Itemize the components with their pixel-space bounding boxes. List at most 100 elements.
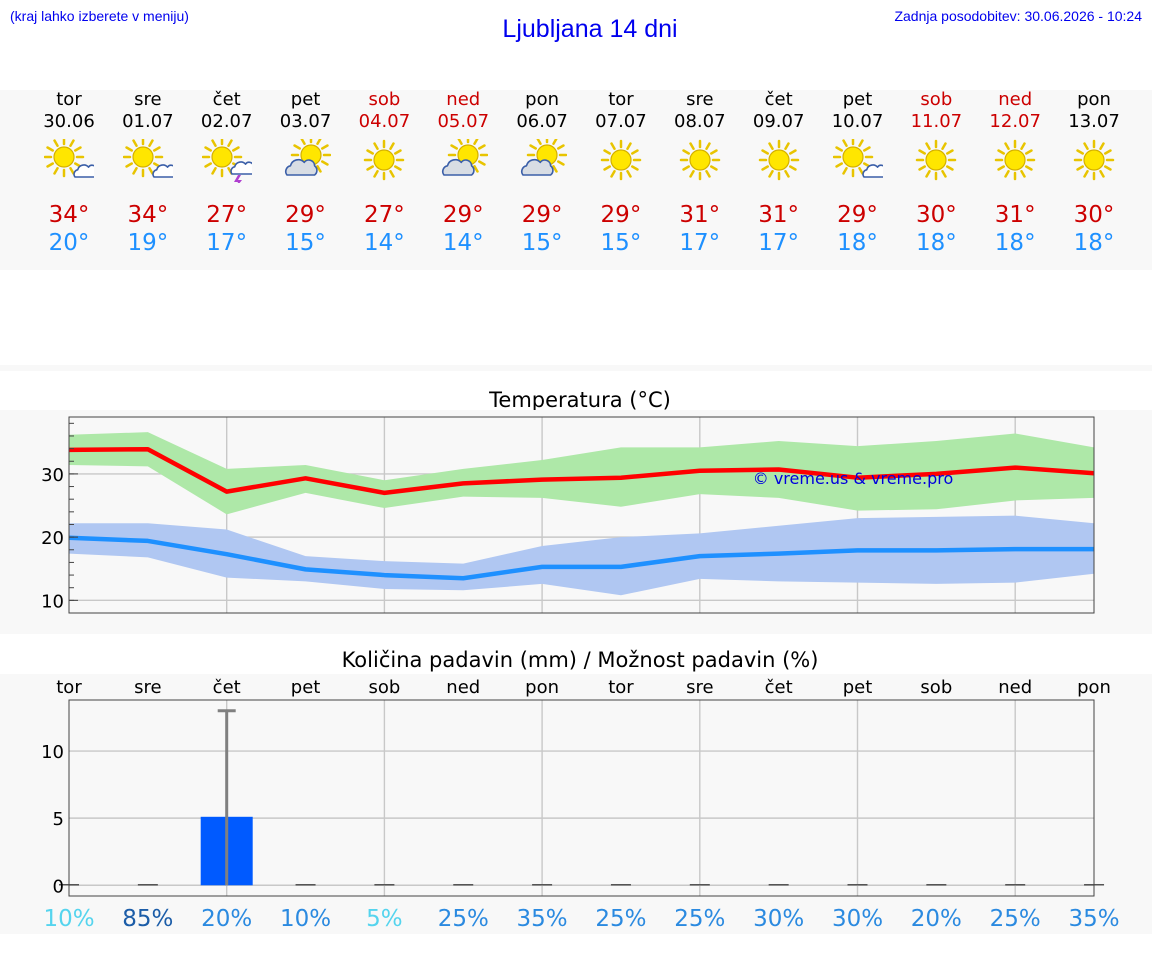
plot-frame bbox=[68, 699, 1095, 897]
min-temp: 19° bbox=[127, 230, 169, 256]
x-category-label: sob bbox=[920, 677, 952, 698]
cloud-sun-icon bbox=[521, 134, 568, 176]
day-name: pet bbox=[290, 89, 321, 110]
min-temp: 15° bbox=[521, 230, 563, 256]
sun-icon bbox=[916, 139, 957, 181]
max-temp: 29° bbox=[442, 202, 484, 228]
day-column: ned 05.07 29° 14° bbox=[423, 89, 503, 257]
day-column: tor 07.07 29° 15° bbox=[581, 89, 661, 257]
day-name: čet bbox=[212, 89, 241, 110]
y-tick-label: 5 bbox=[53, 809, 64, 830]
precipitation-probability: 10% bbox=[43, 906, 94, 932]
day-column: sob 11.07 30° 18° bbox=[896, 89, 976, 257]
precipitation-probability: 20% bbox=[201, 906, 252, 932]
max-temp: 30° bbox=[1073, 202, 1115, 228]
day-name: čet bbox=[764, 89, 793, 110]
day-date: 12.07 bbox=[989, 111, 1041, 132]
day-column: pet 03.07 29° 15° bbox=[266, 89, 346, 257]
min-temp: 18° bbox=[837, 230, 878, 256]
max-temp: 29° bbox=[521, 202, 563, 228]
precipitation-probability: 10% bbox=[280, 906, 331, 932]
precipitation-probability: 30% bbox=[832, 906, 883, 932]
precipitation-chart: tor sre čet pet sob ned pon tor sre čet pet sob ned p… bbox=[41, 677, 1120, 932]
sun-icon bbox=[679, 139, 721, 181]
day-name: sre bbox=[686, 89, 714, 110]
day-name: sre bbox=[134, 89, 162, 110]
sun-icon bbox=[600, 139, 642, 181]
min-temp: 15° bbox=[285, 230, 326, 256]
day-date: 01.07 bbox=[122, 111, 174, 132]
temperature-chart: © vreme.us & vreme.pro 10 20 30 bbox=[41, 416, 1095, 614]
day-column: pet 10.07 29° 18° bbox=[818, 89, 898, 257]
day-column: sre 08.07 31° 17° bbox=[660, 89, 740, 257]
day-name: pon bbox=[525, 89, 560, 110]
day-column: ned 12.07 31° 18° bbox=[975, 89, 1055, 257]
x-category-label: pet bbox=[291, 677, 321, 698]
max-temp: 27° bbox=[364, 202, 405, 228]
max-temp: 29° bbox=[285, 202, 326, 228]
max-temp: 34° bbox=[127, 202, 169, 228]
y-tick-label: 10 bbox=[41, 742, 64, 763]
day-date: 03.07 bbox=[279, 111, 332, 132]
day-date: 30.06 bbox=[43, 111, 95, 132]
day-name: tor bbox=[56, 89, 82, 110]
precipitation-probability: 30% bbox=[753, 906, 804, 932]
day-column: čet 09.07 31° 17° bbox=[739, 89, 819, 257]
day-date: 13.07 bbox=[1068, 111, 1120, 132]
precipitation-probability: 5% bbox=[366, 906, 403, 932]
sun-cloud-icon bbox=[122, 136, 178, 178]
min-temp: 20° bbox=[48, 230, 90, 256]
watermark: © vreme.us & vreme.pro bbox=[753, 469, 954, 488]
y-tick-label: 0 bbox=[53, 876, 64, 897]
day-name: sob bbox=[368, 89, 401, 110]
max-temp: 29° bbox=[837, 202, 878, 228]
max-temp: 31° bbox=[679, 202, 721, 228]
x-category-label: tor bbox=[56, 677, 82, 698]
cloud-sun-icon bbox=[284, 134, 331, 176]
last-update: Zadnja posodobitev: 30.06.2026 - 10:24 bbox=[894, 8, 1142, 24]
precipitation-probability: 85% bbox=[122, 906, 173, 932]
day-date: 02.07 bbox=[200, 111, 253, 132]
location-menu-hint: (kraj lahko izberete v meniju) bbox=[10, 8, 189, 24]
x-category-label: pon bbox=[1077, 677, 1111, 698]
precipitation-probability: 20% bbox=[911, 906, 962, 932]
page-title: Ljubljana 14 dni bbox=[502, 15, 678, 43]
x-category-label: pet bbox=[843, 677, 873, 698]
day-column: sre 01.07 34° 19° bbox=[108, 89, 188, 257]
y-tick-label: 10 bbox=[41, 591, 64, 612]
x-category-label: ned bbox=[446, 677, 480, 698]
precipitation-chart-title: Količina padavin (mm) / Možnost padavin … bbox=[341, 648, 819, 672]
min-temp: 14° bbox=[442, 230, 484, 256]
day-name: ned bbox=[446, 89, 481, 110]
x-category-label: sob bbox=[368, 677, 400, 698]
x-category-label: ned bbox=[998, 677, 1032, 698]
day-column: pon 06.07 29° 15° bbox=[502, 89, 582, 257]
day-date: 05.07 bbox=[437, 111, 490, 132]
day-date: 04.07 bbox=[358, 111, 411, 132]
y-tick-label: 20 bbox=[41, 528, 64, 549]
day-name: tor bbox=[608, 89, 634, 110]
max-temp: 31° bbox=[994, 202, 1036, 228]
day-column: sob 04.07 27° 14° bbox=[344, 89, 424, 257]
day-name: pet bbox=[842, 89, 873, 110]
sun-cloud-icon bbox=[43, 136, 100, 178]
max-temp: 31° bbox=[758, 202, 800, 228]
max-temp-range-band bbox=[69, 432, 1095, 515]
x-category-label: sre bbox=[134, 677, 161, 698]
day-column: čet 02.07 27° 17° bbox=[187, 89, 267, 257]
day-date: 11.07 bbox=[910, 111, 963, 132]
sun-icon bbox=[994, 139, 1036, 181]
precipitation-probability: 25% bbox=[595, 906, 646, 932]
day-name: pon bbox=[1077, 89, 1111, 110]
forecast-strip bbox=[0, 90, 1152, 270]
cloud-sun-icon bbox=[442, 134, 489, 176]
day-name: sob bbox=[920, 89, 953, 110]
sun-icon bbox=[1073, 139, 1115, 181]
x-category-label: pon bbox=[525, 677, 559, 698]
y-tick-label: 30 bbox=[41, 465, 64, 486]
day-date: 09.07 bbox=[752, 111, 805, 132]
sun-thunder-icon bbox=[201, 136, 256, 189]
precipitation-probability: 25% bbox=[990, 906, 1041, 932]
min-temp: 15° bbox=[600, 230, 642, 256]
day-column: tor 30.06 34° 20° bbox=[29, 89, 109, 257]
